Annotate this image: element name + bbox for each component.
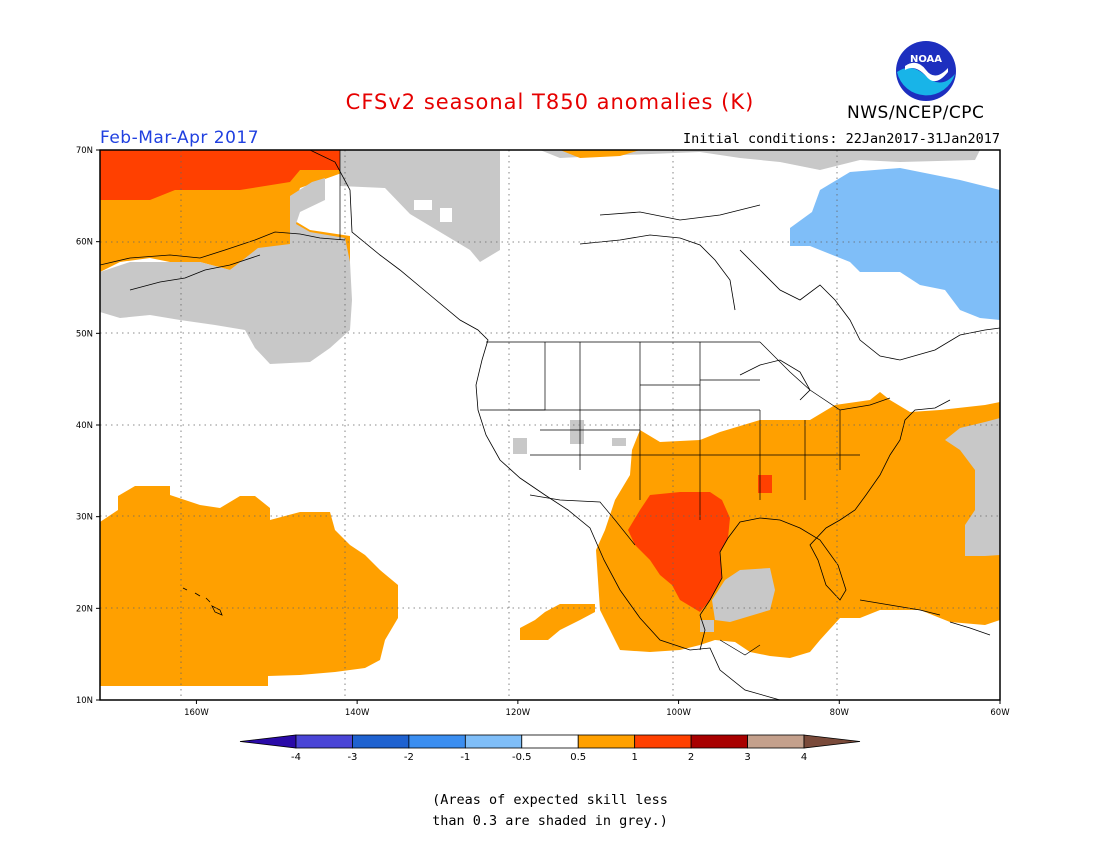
colorbar-segment <box>464 734 523 749</box>
initial-conditions-label: Initial conditions: 22Jan2017-31Jan2017 <box>683 131 1000 147</box>
lon-label: 100W <box>666 708 691 718</box>
lowskill-alaska <box>100 178 352 364</box>
colorbar-label: 2 <box>688 752 694 763</box>
anomaly-alaska-red <box>100 150 340 200</box>
lowskill-atlantic <box>945 418 1000 556</box>
lon-label: 120W <box>506 708 531 718</box>
lat-label: 10N <box>76 696 93 706</box>
lat-label: 60N <box>76 238 93 248</box>
colorbar-segment <box>634 734 692 749</box>
colorbar-label: 1 <box>631 752 637 763</box>
colorbar-label: -3 <box>347 752 357 763</box>
noaa-logo-icon: NOAA <box>896 41 956 101</box>
colorbar-label: 4 <box>801 752 807 763</box>
anomaly-hawaii-orange <box>100 486 398 686</box>
colorbar-label: -2 <box>404 752 414 763</box>
svg-text:NOAA: NOAA <box>910 54 942 65</box>
season-label: Feb-Mar-Apr 2017 <box>100 128 260 148</box>
colorbar-label: -0.5 <box>512 752 532 763</box>
lat-label: 40N <box>76 421 93 431</box>
lat-label: 70N <box>76 146 93 156</box>
lon-label: 140W <box>345 708 370 718</box>
coastlines <box>100 150 1000 700</box>
map-title: CFSv2 seasonal T850 anomalies (K) <box>345 90 755 114</box>
lat-label: 30N <box>76 513 93 523</box>
latitude-labels: 70N 60N 50N 40N 30N 20N 10N <box>76 146 100 706</box>
political-boundaries <box>339 150 891 656</box>
colorbar-segment <box>352 734 410 749</box>
colorbar-segment <box>577 734 636 749</box>
skill-note: (Areas of expected skill less than 0.3 a… <box>0 790 1100 832</box>
colorbar: -4 -3 -2 -1 -0.5 0.5 1 2 3 4 <box>239 734 861 763</box>
lat-label: 50N <box>76 329 93 339</box>
longitude-labels: 160W 140W 120W 100W 80W 60W <box>184 700 1010 718</box>
gridlines <box>100 150 1000 700</box>
colorbar-segment <box>690 734 748 749</box>
anomaly-texas-red <box>628 492 730 612</box>
colorbar-segment <box>803 734 861 749</box>
colorbar-segment <box>521 734 579 749</box>
lowskill-arctic-strip <box>540 150 980 170</box>
colorbar-segment <box>239 734 297 749</box>
agency-label: NWS/NCEP/CPC <box>847 103 985 123</box>
lon-label: 80W <box>830 708 850 718</box>
skill-note-line1: (Areas of expected skill less <box>432 792 668 808</box>
colorbar-segment <box>747 734 805 749</box>
colorbar-segment <box>295 734 353 749</box>
colorbar-label: 0.5 <box>570 752 586 763</box>
lat-label: 20N <box>76 604 93 614</box>
colorbar-segment <box>408 734 466 749</box>
hawaii-islands <box>182 587 223 616</box>
colorbar-label: -4 <box>291 752 301 763</box>
skill-note-line2: than 0.3 are shaded in grey.) <box>432 813 668 829</box>
anomaly-labrador-blue <box>790 168 1000 320</box>
lon-label: 60W <box>990 708 1010 718</box>
colorbar-label: 3 <box>744 752 750 763</box>
lowskill-gulf <box>712 568 775 622</box>
lon-label: 160W <box>184 708 209 718</box>
colorbar-label: -1 <box>460 752 470 763</box>
